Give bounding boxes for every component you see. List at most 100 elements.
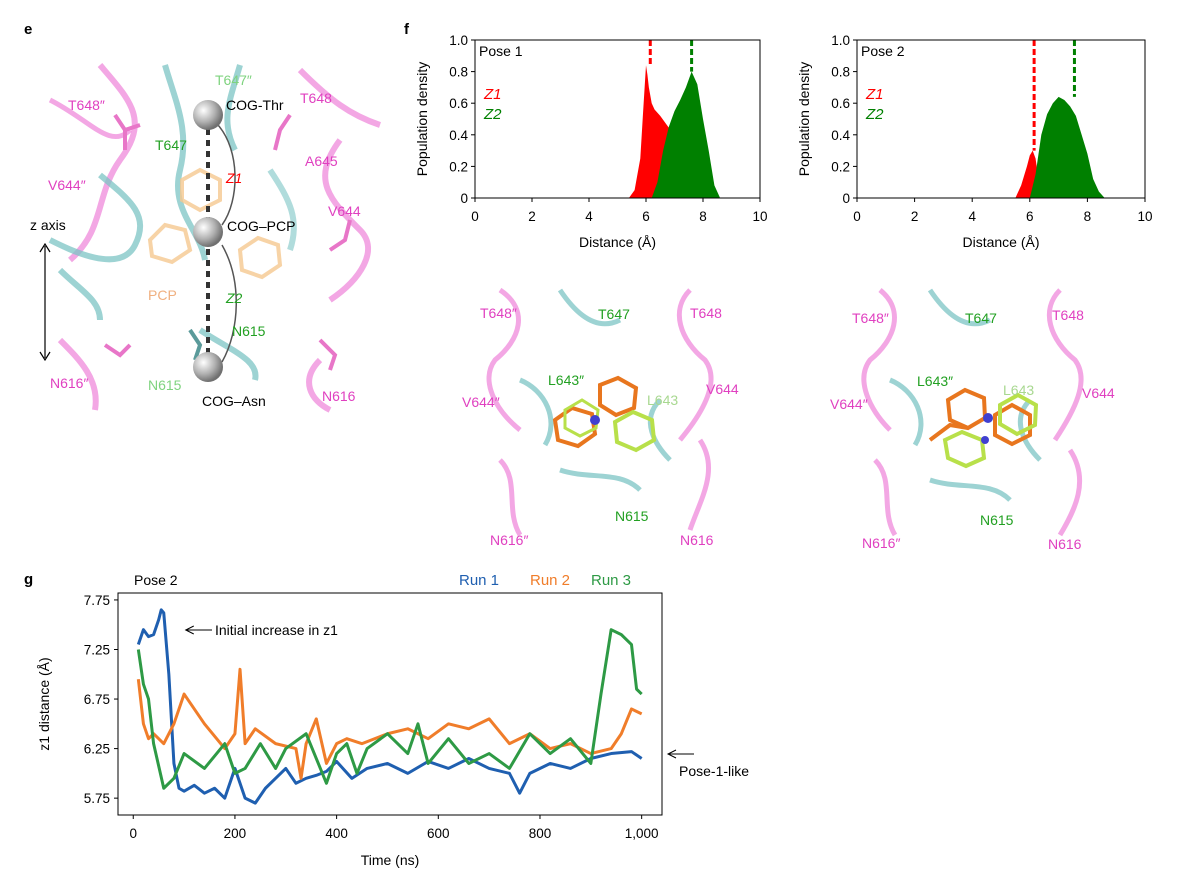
y-tick-label: 6.25	[84, 742, 110, 757]
helix-ribbon	[297, 67, 381, 128]
residue-label: V644″	[830, 396, 868, 412]
y-axis-label: Population density	[414, 62, 430, 176]
residue-label: V644	[706, 381, 739, 397]
legend-entry-z2: Z2	[483, 106, 502, 123]
line-chart-z1: 0 200 400 600 800 1,000 5.75 6.25 6.75 7.25 7.75 Ti…	[36, 572, 749, 868]
y-tick-label: 0.2	[831, 159, 850, 174]
residue-label: T647″	[215, 72, 252, 88]
y-tick-label: 0	[842, 191, 850, 206]
side-chain	[103, 343, 132, 358]
residue-label: V644″	[48, 177, 86, 193]
side-chain	[328, 219, 352, 252]
residue-label: N616	[680, 532, 714, 548]
annotation-initial-increase: Initial increase in z1	[215, 622, 338, 638]
y-tick-label: 0.8	[449, 65, 468, 80]
residue-label: V644″	[462, 394, 500, 410]
panel-letter-g: g	[24, 571, 33, 588]
residue-label: T647	[155, 137, 187, 153]
helix-ribbon	[486, 287, 522, 432]
legend-entry-z2: Z2	[865, 106, 884, 123]
structure-view-pose2	[861, 288, 1084, 537]
helix-ribbon	[498, 458, 523, 537]
legend-entry-run-3: Run 3	[591, 572, 631, 589]
helix-ribbon	[927, 288, 992, 327]
residue-label: N616	[1048, 536, 1082, 552]
y-tick-label: 1.0	[831, 33, 850, 48]
helix-ribbon	[873, 458, 898, 537]
cog-thr-label: COG-Thr	[226, 97, 284, 113]
y-tick-label: 1.0	[449, 33, 468, 48]
cog-pcp-sphere	[193, 217, 223, 247]
y-tick-label: 5.75	[84, 791, 110, 806]
z1-arc	[217, 124, 236, 226]
helix-ribbon	[48, 172, 143, 263]
x-tick-label: 6	[1026, 209, 1034, 224]
ligand-nitrogen	[590, 415, 600, 425]
y-tick-label: 7.25	[84, 642, 110, 657]
residue-label: N615	[615, 508, 649, 524]
y-tick-label: 0.4	[449, 128, 468, 143]
z2-label: Z2	[225, 290, 243, 306]
x-tick-label: 1,000	[625, 826, 659, 841]
legend-entry-run-1: Run 1	[459, 572, 499, 589]
x-tick-label: 10	[1137, 209, 1152, 224]
residue-label: L643	[1003, 382, 1034, 398]
density-area-z2	[1029, 96, 1105, 198]
x-tick-label: 8	[699, 209, 707, 224]
plot-frame	[856, 39, 1146, 199]
residue-label: T648	[300, 90, 332, 106]
annotation-arrowhead-pose1	[666, 749, 677, 759]
chart-title: Pose 1	[479, 43, 523, 59]
helix-ribbon	[68, 63, 138, 263]
helix-ribbon	[57, 337, 99, 411]
y-tick-label: 6.75	[84, 692, 110, 707]
helix-ribbon	[518, 377, 554, 447]
panel-letter-f: f	[404, 21, 410, 38]
ligand-nitrogen	[983, 413, 993, 423]
residue-label: L643″	[548, 372, 584, 388]
ligand-chain	[928, 422, 969, 442]
residue-label: V644	[328, 203, 361, 219]
structure-view-pose1	[486, 287, 714, 537]
residue-label: PCP	[148, 287, 177, 303]
side-chain	[113, 113, 141, 150]
y-tick-label: 7.75	[84, 593, 110, 608]
histogram-pose1: 0 2 4 6 8 10 0 0.2 0.4 0.6 0.8 1.0 Distance (Å) Popul…	[414, 33, 768, 250]
x-tick-label: 10	[752, 209, 767, 224]
density-area-z2	[651, 71, 721, 198]
y-tick-label: 0.4	[831, 128, 850, 143]
x-tick-label: 4	[968, 209, 976, 224]
residue-label: N616	[322, 388, 356, 404]
residue-label: T648″	[68, 97, 105, 113]
annotation-pose-1-like: Pose-1-like	[679, 763, 749, 779]
x-tick-label: 200	[224, 826, 247, 841]
residue-label: T648″	[480, 305, 517, 321]
helix-ribbon	[322, 138, 372, 303]
legend-entry-z1: Z1	[865, 86, 884, 103]
helix-ribbon	[224, 64, 243, 152]
y-axis-label: z1 distance (Å)	[36, 657, 52, 750]
helix-ribbon	[687, 438, 711, 531]
cog-asn-sphere	[193, 352, 223, 382]
residue-label: N615	[148, 377, 182, 393]
residue-label: T648″	[852, 310, 889, 326]
x-tick-label: 2	[911, 209, 919, 224]
residue-label: N616″	[862, 535, 900, 551]
side-chain	[273, 113, 292, 151]
y-axis-label: Population density	[796, 62, 812, 176]
ligand-ring	[563, 398, 600, 438]
residue-label: N616″	[490, 532, 528, 548]
chart-title: Pose 2	[134, 572, 178, 588]
panel-letter-e: e	[24, 21, 32, 38]
pcp-ring	[237, 235, 283, 280]
cog-thr-sphere	[193, 100, 223, 130]
x-tick-label: 0	[129, 826, 137, 841]
pcp-ring	[180, 167, 222, 213]
residue-label: T647	[965, 310, 997, 326]
legend-entry-z1: Z1	[483, 86, 502, 103]
ligand-ring	[598, 375, 639, 418]
legend-entry-run-2: Run 2	[530, 572, 570, 589]
y-tick-label: 0.8	[831, 65, 850, 80]
side-chain	[188, 328, 203, 361]
pcp-ring	[147, 222, 193, 265]
